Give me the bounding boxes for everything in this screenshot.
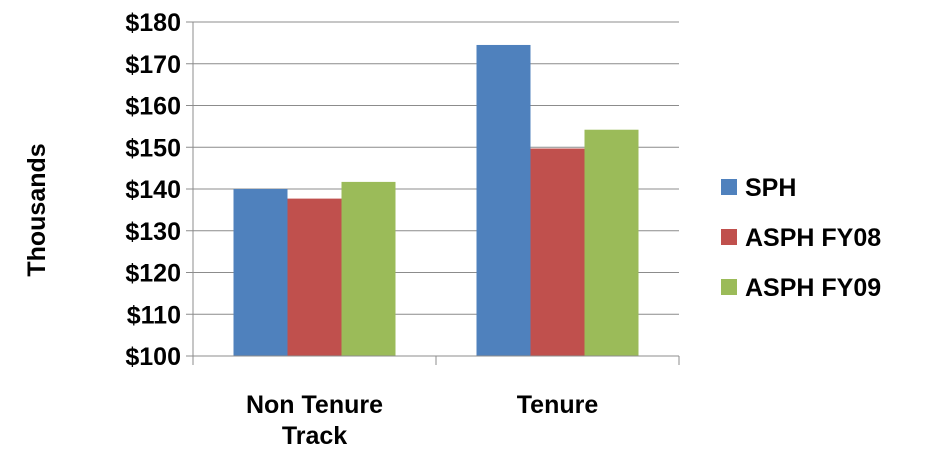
y-tick-label: $170 [125, 51, 181, 79]
y-tick-label: $160 [125, 93, 181, 121]
x-tick-label: Non Tenure [246, 391, 383, 419]
y-tick-label: $180 [125, 9, 181, 37]
axes [186, 21, 680, 365]
legend-swatch [721, 229, 737, 245]
y-tick-labels: $100 $110 $120 $130 $140 $150 $160 $170 $180 [125, 9, 181, 371]
legend-label: ASPH FY08 [745, 224, 881, 252]
y-tick-label: $110 [127, 301, 181, 329]
bar-sph [476, 44, 531, 357]
legend-label: ASPH FY09 [745, 274, 881, 302]
y-tick-label: $130 [125, 218, 181, 246]
legend-swatch [721, 179, 737, 195]
y-tick-label: $100 [125, 343, 181, 371]
bar-sph [233, 189, 288, 356]
legend: SPH ASPH FY08 ASPH FY09 [721, 174, 881, 302]
bar-asph-fy09 [584, 129, 639, 356]
legend-swatch [721, 279, 737, 295]
x-tick-label: Tenure [517, 391, 599, 419]
y-tick-label: $140 [125, 176, 181, 204]
y-tick-label: $150 [125, 134, 181, 162]
y-tick-label: $120 [125, 260, 181, 288]
bar-asph-fy08 [530, 148, 585, 356]
bars [233, 44, 639, 357]
x-tick-labels: Non Tenure Track Tenure [246, 391, 598, 450]
y-axis-label: Thousands [23, 143, 51, 276]
legend-label: SPH [745, 174, 796, 202]
x-tick-label: Track [282, 422, 347, 450]
bar-asph-fy08 [287, 198, 342, 356]
bar-asph-fy09 [341, 181, 396, 356]
